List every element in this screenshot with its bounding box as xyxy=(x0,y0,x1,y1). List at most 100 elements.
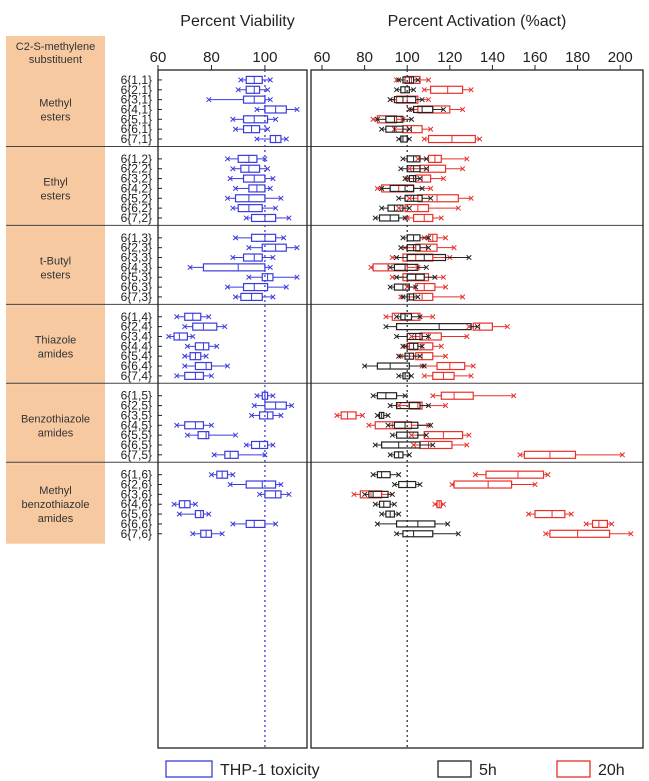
box-iqr xyxy=(485,470,545,479)
box-iqr xyxy=(419,332,442,341)
act5h-box xyxy=(402,174,423,183)
outlier-marker xyxy=(406,195,412,201)
outlier-marker xyxy=(459,106,466,113)
outlier-marker xyxy=(442,353,449,359)
row-label: 6{4,6} xyxy=(121,497,152,511)
outlier-marker xyxy=(361,363,368,369)
viability-box xyxy=(182,322,228,331)
row-label: 6{1,3} xyxy=(121,231,152,245)
outlier-marker xyxy=(430,442,436,448)
outlier-marker xyxy=(396,373,402,379)
box-iqr xyxy=(417,105,451,114)
outlier-marker xyxy=(222,323,228,330)
act5h-box xyxy=(393,86,417,94)
outlier-marker xyxy=(440,175,447,182)
outlier-marker xyxy=(417,175,423,182)
outlier-marker xyxy=(398,245,404,251)
box-iqr xyxy=(242,115,269,124)
outlier-marker xyxy=(267,96,273,103)
row-label: 6{6,4} xyxy=(121,359,152,373)
outlier-marker xyxy=(421,87,427,93)
outlier-marker xyxy=(243,442,249,448)
outlier-marker xyxy=(214,343,220,349)
outlier-marker xyxy=(187,264,193,271)
outlier-marker xyxy=(400,235,406,241)
outlier-marker xyxy=(378,185,385,192)
box-iqr xyxy=(395,401,421,410)
outlier-marker xyxy=(432,274,438,280)
box-iqr xyxy=(242,253,263,262)
box-iqr xyxy=(387,204,404,212)
outlier-marker xyxy=(474,323,481,330)
act5h-box xyxy=(400,293,421,301)
act5h-box xyxy=(361,362,427,370)
viability-box xyxy=(206,95,273,104)
outlier-marker xyxy=(283,284,289,290)
row-label: 6{4,5} xyxy=(121,418,152,432)
outlier-marker xyxy=(440,501,447,507)
row-label: 6{1,1} xyxy=(121,73,152,87)
outlier-marker xyxy=(370,472,376,478)
viability-box xyxy=(224,282,289,292)
outlier-marker xyxy=(254,106,260,113)
box-iqr xyxy=(412,105,434,114)
group-label-line: t-Butyl xyxy=(40,255,71,267)
box-iqr xyxy=(591,519,609,529)
outlier-marker xyxy=(378,126,385,132)
outlier-marker xyxy=(459,294,466,300)
row-label: 6{3,1} xyxy=(121,93,152,107)
outlier-marker xyxy=(396,205,402,211)
box-iqr xyxy=(402,372,410,380)
row-label: 6{5,6} xyxy=(121,507,152,521)
act20h-box xyxy=(432,500,447,509)
act20h-box xyxy=(421,371,474,380)
group-label-line: esters xyxy=(41,190,71,202)
viability-box xyxy=(254,134,289,144)
viability-box xyxy=(166,332,196,341)
outlier-marker xyxy=(280,235,287,241)
act5h-box xyxy=(400,342,425,350)
act5h-box xyxy=(391,480,423,489)
box-iqr xyxy=(406,293,415,301)
outlier-marker xyxy=(264,126,271,132)
row-label: 6{1,6} xyxy=(121,468,152,482)
viability-box xyxy=(254,391,276,400)
outlier-marker xyxy=(372,442,378,448)
outlier-marker xyxy=(423,432,430,438)
row-label: 6{1,5} xyxy=(121,389,152,403)
viability-box xyxy=(187,263,273,272)
outlier-marker xyxy=(393,274,400,280)
outlier-marker xyxy=(532,481,538,488)
box-iqr xyxy=(194,342,210,351)
outlier-marker xyxy=(243,215,249,221)
outlier-marker xyxy=(404,215,410,221)
act20h-box xyxy=(472,470,551,479)
outlier-marker xyxy=(408,432,415,438)
outlier-marker xyxy=(455,205,461,211)
outlier-marker xyxy=(262,452,268,458)
outlier-marker xyxy=(464,333,470,340)
viability-box xyxy=(232,233,287,242)
outlier-marker xyxy=(171,501,177,507)
outlier-marker xyxy=(370,393,376,399)
outlier-marker xyxy=(393,77,400,83)
box-iqr xyxy=(234,194,266,203)
box-iqr xyxy=(192,322,218,331)
outlier-marker xyxy=(427,185,434,192)
outlier-marker xyxy=(366,422,372,428)
group-label-line: Methyl xyxy=(39,485,71,497)
act20h-box xyxy=(583,519,615,529)
outlier-marker xyxy=(174,422,180,428)
act5h-box xyxy=(396,372,415,380)
group-band xyxy=(6,306,105,386)
tick-label: 100 xyxy=(252,49,277,66)
outlier-marker xyxy=(230,166,236,172)
outlier-marker xyxy=(419,343,425,349)
group-label-line: Methyl xyxy=(39,97,71,109)
legend: THP-1 toxicity 5h 20h xyxy=(165,760,625,779)
box-iqr xyxy=(415,282,436,292)
outlier-marker xyxy=(517,452,523,458)
outlier-marker xyxy=(406,106,412,113)
act20h-box xyxy=(406,164,466,173)
